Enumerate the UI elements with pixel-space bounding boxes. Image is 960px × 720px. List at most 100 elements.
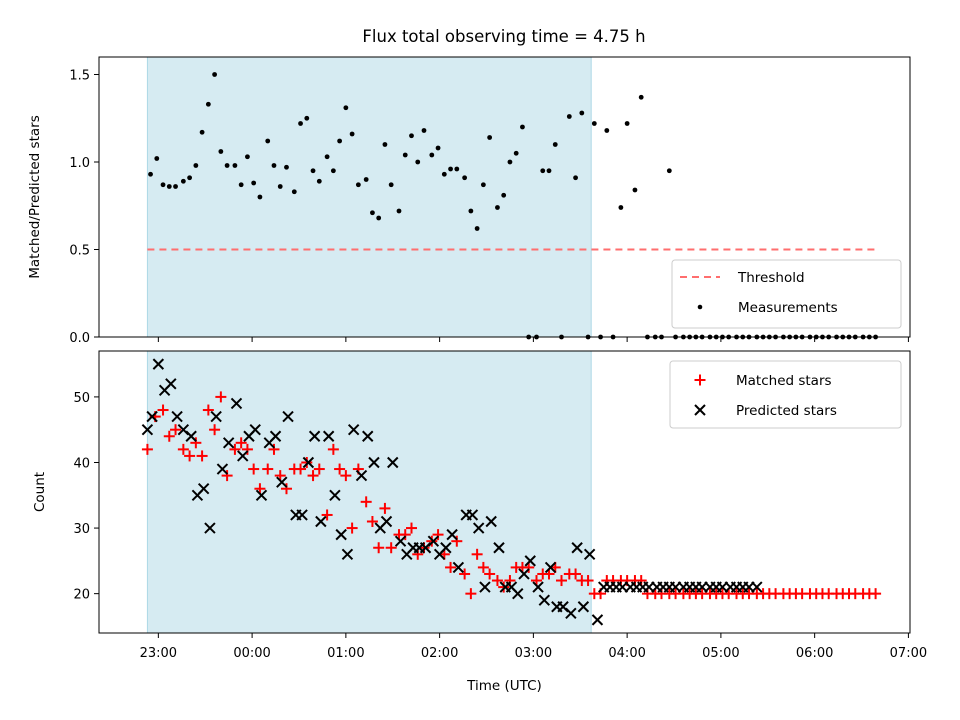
bottom-legend-box [669,360,902,429]
predicted-stars-point [216,463,229,475]
measurement-point [160,182,166,188]
predicted-stars-point [512,587,524,600]
measurement-point [193,163,199,168]
predicted-stars-point [230,397,243,410]
y-tick-label: 40 [73,456,90,471]
x-axis-label: Time (UTC) [466,678,542,694]
matched-stars-point [491,575,503,587]
measurement-point [251,180,257,186]
measurement-point [173,184,178,189]
measurement-point [218,149,224,154]
matched-stars-point [484,568,496,580]
measurement-point [454,166,460,172]
measurement-point [480,182,486,188]
measurement-point [468,208,474,214]
measurement-point [495,205,500,210]
matched-stars-point [379,502,391,514]
predicted-stars-point [237,450,249,462]
measurement-point [245,154,250,160]
matched-stars-point [141,443,153,455]
matched-stars-point [432,529,444,541]
measurement-point [284,164,289,170]
measurement-point [441,171,447,177]
top-x-ticks [157,337,909,342]
measurement-point [402,152,408,158]
y-tick-label: 0.5 [69,244,90,259]
matched-stars-point [241,443,253,455]
predicted-stars-point [380,515,393,528]
x-tick-label: 02:00 [421,646,458,661]
x-tick-label: 23:00 [140,646,177,661]
measurement-point [370,210,375,216]
predicted-stars-point [165,378,177,390]
predicted-stars-point [315,515,327,528]
matched-stars-point [268,443,280,455]
legend-measurements-swatch [697,304,703,310]
matched-stars-point [321,509,333,521]
measurement-point [666,168,672,174]
measurement-point [166,184,172,189]
matched-stars-point [295,463,307,475]
matched-stars-point [327,443,339,455]
x-tick-label: 05:00 [702,646,739,661]
matched-stars-point [280,483,292,495]
legend-matched-swatch [694,374,706,386]
measurement-point [343,105,349,111]
matched-stars-point [229,443,241,455]
y-tick-label: 1.0 [69,156,90,171]
predicted-stars-point [362,430,374,442]
matched-stars-series [141,391,882,600]
measurement-point [501,192,507,198]
measurement-point [205,101,211,107]
predicted-stars-point [302,456,315,469]
predicted-stars-point [146,410,158,423]
measurement-point [291,189,297,195]
matched-stars-point [366,516,378,528]
predicted-stars-point [255,489,268,501]
predicted-stars-point [538,594,551,606]
matched-stars-point [196,450,208,462]
predicted-stars-point [751,581,763,593]
matched-stars-point [373,542,385,554]
matched-stars-point [313,463,325,475]
y-tick-label: 30 [73,522,90,537]
matched-stars-point [426,535,438,547]
measurement-point [520,124,525,130]
measurement-point [148,171,153,177]
measurement-point [573,175,578,181]
measurement-point [180,178,186,184]
matched-stars-point [248,463,260,475]
matched-stars-point [459,568,471,580]
legend-predicted-swatch [694,404,706,416]
matched-stars-point [209,424,221,436]
measurement-point [396,208,402,214]
matched-stars-point [360,496,372,508]
matched-stars-point [334,463,346,475]
y-tick-label: 20 [73,588,90,603]
measurement-point [330,168,336,174]
matched-stars-point [262,463,274,475]
matched-stars-point [221,470,233,482]
y-tick-label: 50 [73,391,90,406]
measurement-point [154,156,160,161]
predicted-stars-point [591,614,604,626]
measurement-point [271,163,277,168]
legend-predicted-label: Predicted stars [736,403,837,419]
matched-stars-point [556,575,568,587]
predicted-stars-point [341,548,354,561]
x-tick-label: 07:00 [890,646,927,661]
legend-threshold-label: Threshold [737,270,805,286]
predicted-stars-point [571,542,583,554]
measurement-point [232,163,238,168]
predicted-stars-point [427,535,440,547]
matched-stars-point [170,424,182,436]
measurement-point [337,138,343,144]
x-tick-label: 06:00 [796,646,833,661]
measurement-point [546,168,552,174]
matched-stars-point [157,404,169,416]
matched-stars-point [340,470,352,482]
bottom-y-axis-label: Count [32,472,48,512]
measurement-point [298,121,303,126]
measurement-point [324,154,330,160]
predicted-stars-point [479,581,491,593]
